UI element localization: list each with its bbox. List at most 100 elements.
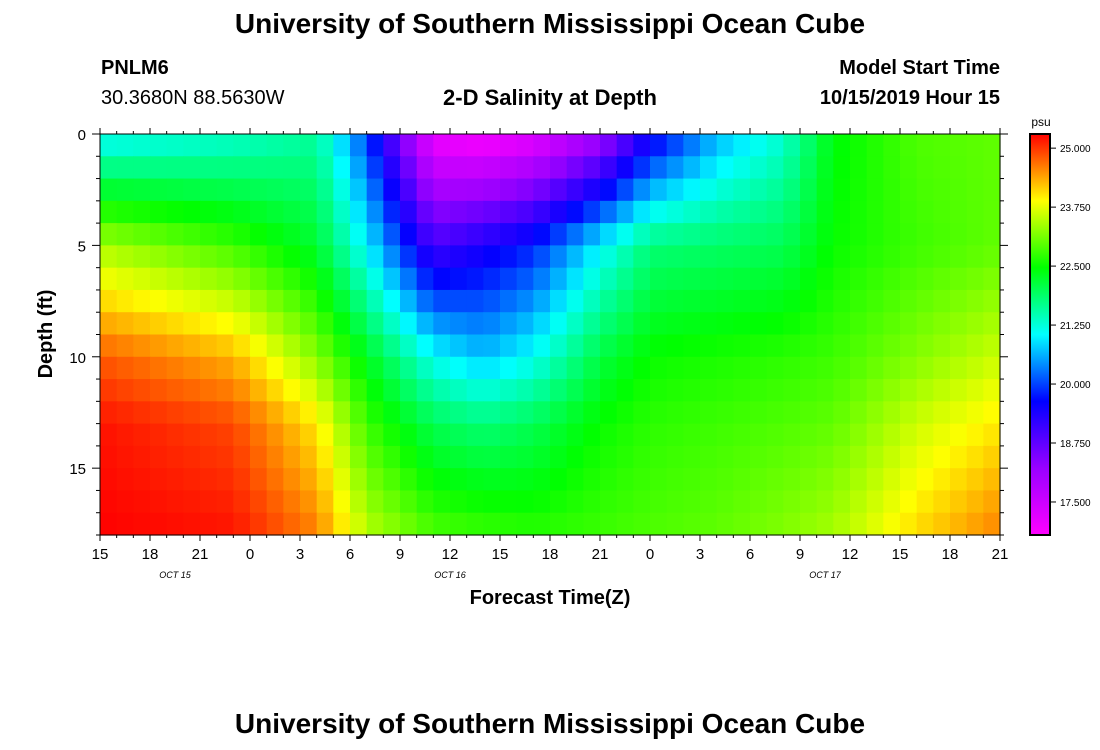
heatmap-cell <box>100 223 118 246</box>
heatmap-cell <box>716 156 734 180</box>
heatmap-cell <box>666 156 684 180</box>
heatmap-cell <box>950 245 968 269</box>
heatmap-cell <box>900 245 918 269</box>
heatmap-cell <box>166 490 184 514</box>
heatmap-cell <box>816 223 834 246</box>
heatmap-cell <box>166 356 184 380</box>
heatmap-cell <box>266 200 284 224</box>
heatmap-cell <box>650 223 668 246</box>
heatmap-cell <box>150 289 168 313</box>
heatmap-cell <box>566 134 584 157</box>
heatmap-cell <box>316 267 334 291</box>
heatmap-cell <box>100 356 118 380</box>
heatmap-cell <box>166 423 184 447</box>
heatmap-cell <box>933 200 951 224</box>
heatmap-cell <box>750 512 768 536</box>
heatmap-cell <box>900 445 918 469</box>
heatmap-cell <box>166 401 184 425</box>
heatmap-cell <box>916 401 934 425</box>
heatmap-cell <box>716 490 734 514</box>
heatmap-cell <box>283 445 301 469</box>
heatmap-cell <box>416 200 434 224</box>
heatmap-cell <box>216 401 234 425</box>
heatmap-cell <box>150 512 168 536</box>
heatmap-cell <box>266 401 284 425</box>
heatmap-cell <box>800 423 818 447</box>
heatmap-cell <box>333 312 351 336</box>
heatmap-cell <box>133 356 151 380</box>
heatmap-cell <box>133 512 151 536</box>
x-tick-label: 12 <box>442 546 459 563</box>
heatmap-cell <box>966 512 984 536</box>
heatmap-cell <box>900 490 918 514</box>
heatmap-cell <box>766 223 784 246</box>
heatmap-cell <box>600 312 618 336</box>
heatmap-cell <box>283 356 301 380</box>
heatmap-cell <box>800 289 818 313</box>
heatmap-cell <box>216 178 234 202</box>
heatmap-cell <box>266 156 284 180</box>
heatmap-cell <box>866 379 884 402</box>
heatmap-cell <box>683 178 701 202</box>
heatmap-cell <box>933 134 951 157</box>
heatmap-cell <box>433 200 451 224</box>
heatmap-cell <box>616 423 634 447</box>
heatmap-cell <box>600 423 618 447</box>
heatmap-cell <box>133 289 151 313</box>
heatmap-cell <box>833 468 851 492</box>
heatmap-cell <box>800 468 818 492</box>
heatmap-cell <box>283 223 301 246</box>
heatmap-cell <box>250 245 268 269</box>
heatmap-cell <box>716 223 734 246</box>
heatmap-cell <box>316 356 334 380</box>
heatmap-cell <box>933 490 951 514</box>
heatmap-cell <box>533 134 551 157</box>
heatmap-cell <box>633 267 651 291</box>
x-axis-label: Forecast Time(Z) <box>470 587 631 609</box>
heatmap-cell <box>116 423 134 447</box>
heatmap-cell <box>450 156 468 180</box>
x-tick-label: 15 <box>492 546 509 563</box>
heatmap-cell <box>533 490 551 514</box>
heatmap-cell <box>950 356 968 380</box>
heatmap-cell <box>600 379 618 402</box>
heatmap-cell <box>483 423 501 447</box>
heatmap-cell <box>616 401 634 425</box>
heatmap-cell <box>533 512 551 536</box>
heatmap-cell <box>250 267 268 291</box>
heatmap-cell <box>800 445 818 469</box>
heatmap-cell <box>200 334 218 358</box>
heatmap-cell <box>750 490 768 514</box>
heatmap-cell <box>883 200 901 224</box>
heatmap-cell <box>116 267 134 291</box>
heatmap-cell <box>283 334 301 358</box>
heatmap-cell <box>816 245 834 269</box>
heatmap-cell <box>383 334 401 358</box>
heatmap-cell <box>766 134 784 157</box>
heatmap-cell <box>850 356 868 380</box>
heatmap-cell <box>383 156 401 180</box>
heatmap-cell <box>866 134 884 157</box>
heatmap-cell <box>583 445 601 469</box>
heatmap-cell <box>833 245 851 269</box>
heatmap-cell <box>666 312 684 336</box>
heatmap-cell <box>916 267 934 291</box>
heatmap-cell <box>166 245 184 269</box>
heatmap-cell <box>183 267 201 291</box>
heatmap-cell <box>433 156 451 180</box>
heatmap-cell <box>583 512 601 536</box>
heatmap-cell <box>300 445 318 469</box>
heatmap-cell <box>516 245 534 269</box>
x-tick-label: 9 <box>396 546 404 563</box>
heatmap-cell <box>400 423 418 447</box>
heatmap-cell <box>416 379 434 402</box>
heatmap-cell <box>900 379 918 402</box>
heatmap-cell <box>466 490 484 514</box>
heatmap-cell <box>700 334 718 358</box>
heatmap-cell <box>516 423 534 447</box>
heatmap-cell <box>533 178 551 202</box>
heatmap-cell <box>366 468 384 492</box>
heatmap-cell <box>183 334 201 358</box>
heatmap-cell <box>466 289 484 313</box>
heatmap-cell <box>366 200 384 224</box>
